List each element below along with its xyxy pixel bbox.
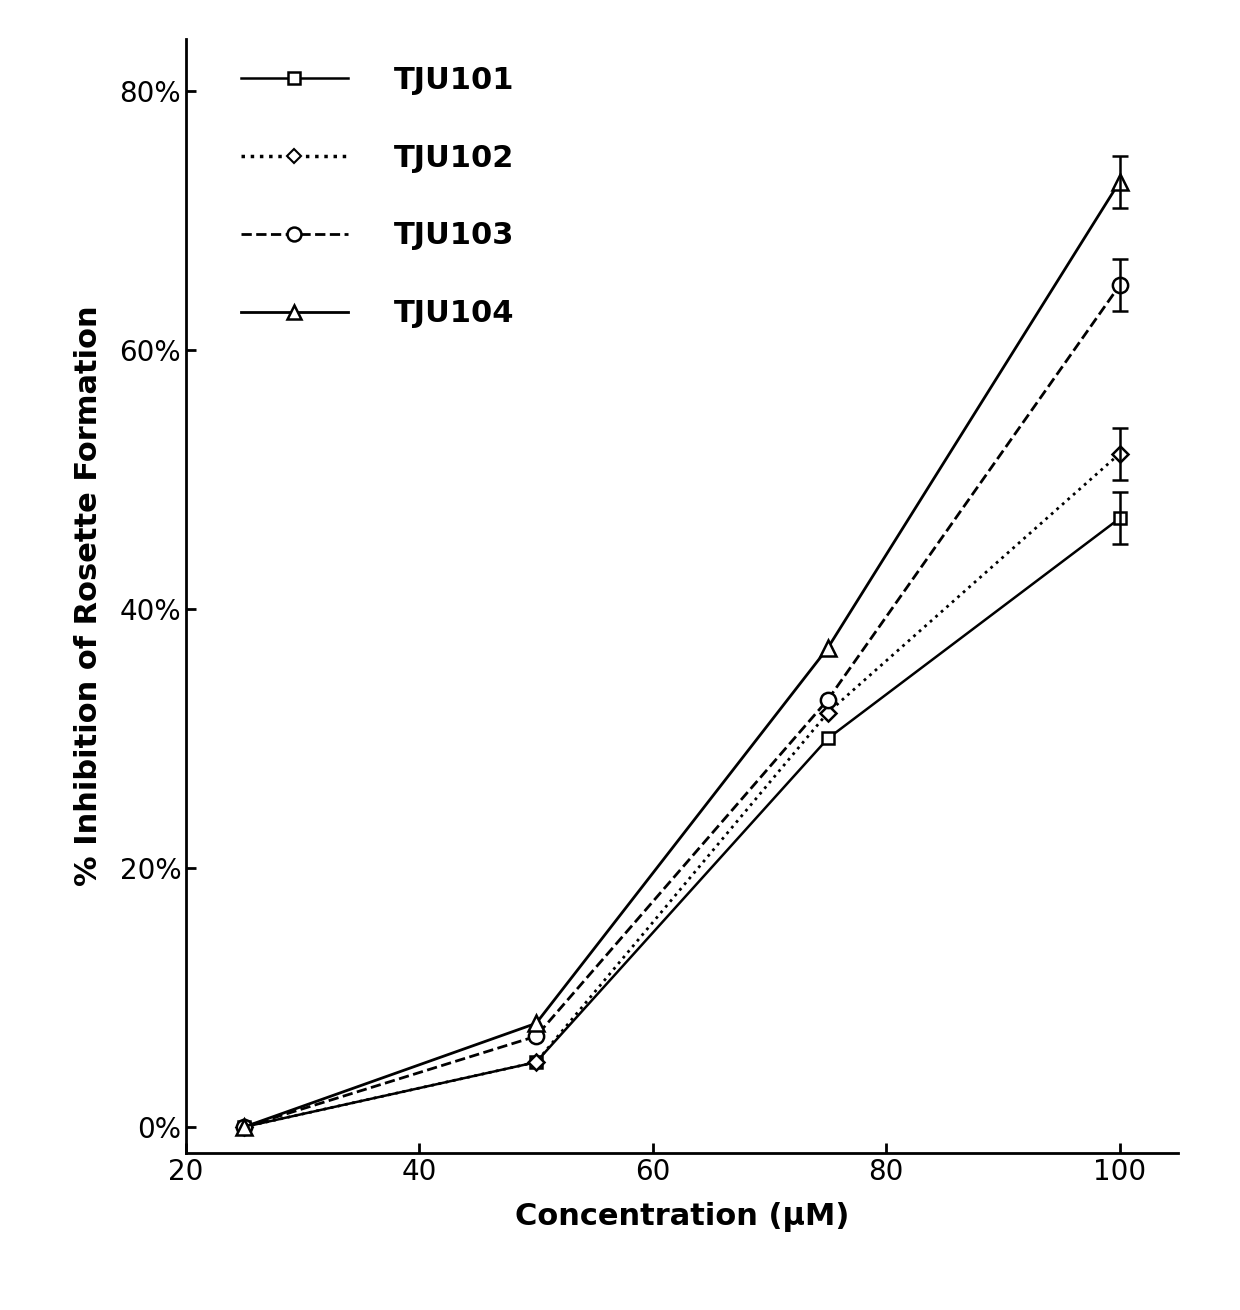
Legend: TJU101, TJU102, TJU103, TJU104: TJU101, TJU102, TJU103, TJU104	[241, 66, 515, 329]
X-axis label: Concentration (μM): Concentration (μM)	[515, 1203, 849, 1233]
Y-axis label: % Inhibition of Rosette Formation: % Inhibition of Rosette Formation	[74, 305, 103, 887]
